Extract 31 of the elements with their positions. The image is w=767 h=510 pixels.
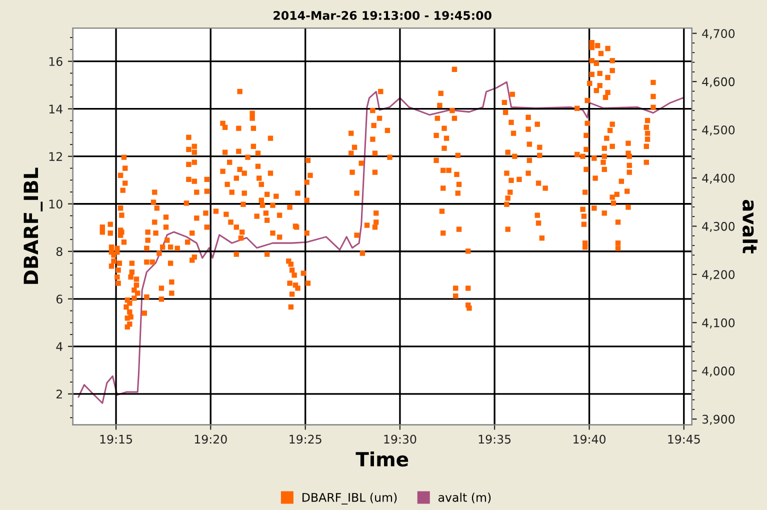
y2-tick-label: 4,300 [702, 222, 735, 232]
y-tick-label: 4 [56, 342, 62, 351]
x-tick-label: 19:40 [574, 434, 606, 444]
chart-title: 2014-Mar-26 19:13:00 - 19:45:00 [274, 10, 492, 20]
y2-tick-label: 4,000 [702, 366, 735, 377]
y2-tick-label: 3,900 [702, 414, 735, 425]
x-tick-label: 19:15 [100, 434, 132, 444]
y-tick-label: 10 [49, 200, 62, 209]
x-tick-label: 19:25 [290, 434, 322, 444]
y2-tick-label: 4,500 [702, 126, 735, 136]
y-tick-label: 16 [49, 57, 62, 66]
x-tick-label: 19:30 [384, 434, 416, 444]
y2-tick-label: 4,700 [702, 29, 735, 40]
y-tick-label: 2 [56, 390, 62, 398]
y-axis-title: DBARF_IBL [24, 168, 43, 284]
y2-tick-label: 4,600 [702, 77, 735, 88]
y2-tick-label: 4,200 [702, 270, 735, 280]
y-tick-label: 8 [56, 247, 62, 256]
legend-label: avalt (m) [438, 492, 491, 504]
y2-axis-title: avalt [742, 200, 758, 254]
x-tick-label: 19:45 [668, 434, 700, 444]
y-tick-label: 6 [56, 294, 62, 304]
line-series [78, 81, 684, 404]
x-tick-label: 19:20 [194, 434, 227, 444]
y2-tick-label: 4,400 [702, 174, 735, 184]
y-tick-label: 14 [49, 104, 62, 114]
x-tick-label: 19:35 [478, 434, 511, 444]
y2-tick-label: 4,100 [702, 318, 735, 328]
legend-label: DBARF_IBL (um) [302, 492, 397, 504]
x-axis-title: Time [356, 452, 408, 467]
y-tick-label: 12 [49, 152, 62, 161]
